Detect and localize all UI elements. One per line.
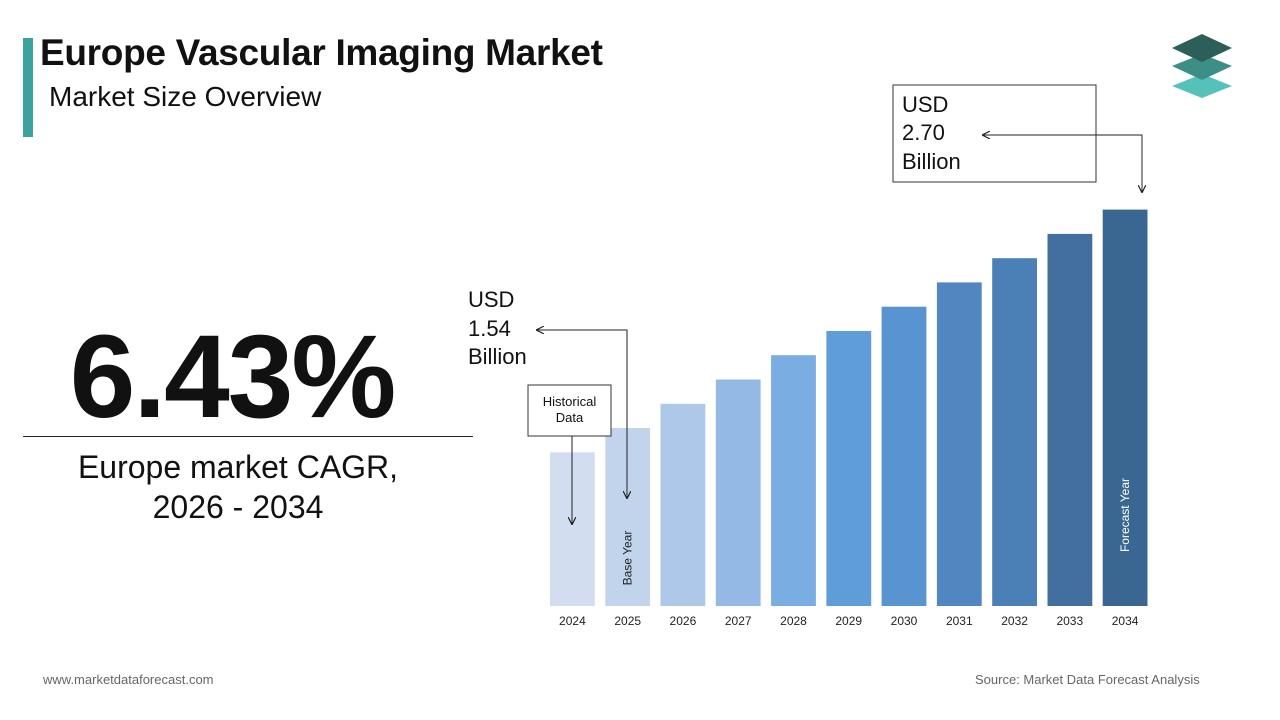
cagr-label-line2: 2026 - 2034 bbox=[152, 489, 324, 525]
x-tick-label-2028: 2028 bbox=[780, 614, 807, 628]
bar-2027 bbox=[715, 379, 761, 606]
cagr-label: Europe market CAGR, 2026 - 2034 bbox=[23, 447, 453, 527]
x-axis-tick-labels: 2024 2025 2026 2027 2028 2029 2030 2031 2032 2033… bbox=[559, 614, 1139, 628]
cagr-value: 6.43% bbox=[69, 311, 397, 443]
bar-2030 bbox=[881, 306, 927, 606]
bar-annotation-2025: Base Year bbox=[621, 531, 635, 586]
bar-2032 bbox=[992, 258, 1037, 606]
bar-2028 bbox=[771, 355, 816, 606]
stacked-layers-logo-icon bbox=[1172, 34, 1232, 98]
x-tick-label-2034: 2034 bbox=[1112, 614, 1139, 628]
end-value-line1: USD bbox=[902, 92, 948, 117]
x-tick-label-2030: 2030 bbox=[891, 614, 918, 628]
end-value-line2: 2.70 bbox=[902, 120, 945, 145]
end-value-line3: Billion bbox=[902, 149, 961, 174]
x-tick-label-2032: 2032 bbox=[1001, 614, 1028, 628]
bar-2026 bbox=[660, 403, 706, 606]
footer-website: www.marketdataforecast.com bbox=[43, 672, 214, 687]
end-value-arrow bbox=[983, 135, 1142, 192]
start-value-line1: USD bbox=[468, 287, 514, 312]
title-accent-bar bbox=[23, 38, 33, 137]
x-tick-label-2027: 2027 bbox=[725, 614, 752, 628]
start-value-line2: 1.54 bbox=[468, 316, 511, 341]
cagr-label-line1: Europe market CAGR, bbox=[77, 449, 399, 485]
start-value-arrow bbox=[537, 330, 627, 498]
cagr-divider bbox=[23, 436, 473, 437]
x-tick-label-2029: 2029 bbox=[835, 614, 862, 628]
bar-2029 bbox=[826, 331, 872, 606]
page-title: Europe Vascular Imaging Market bbox=[40, 32, 603, 73]
bars-group bbox=[550, 209, 1148, 606]
historical-data-line1: Historical bbox=[543, 394, 597, 409]
bar-annotations: Base Year Forecast Year bbox=[621, 478, 1132, 585]
start-value-line3: Billion bbox=[468, 344, 527, 369]
historical-data-line2: Data bbox=[556, 410, 584, 425]
page-subtitle: Market Size Overview bbox=[49, 81, 322, 112]
footer-source: Source: Market Data Forecast Analysis bbox=[975, 672, 1200, 687]
bar-2033 bbox=[1047, 233, 1093, 606]
x-tick-label-2031: 2031 bbox=[946, 614, 973, 628]
x-tick-label-2026: 2026 bbox=[670, 614, 697, 628]
bar-2031 bbox=[936, 282, 982, 606]
bar-annotation-2034: Forecast Year bbox=[1118, 478, 1132, 552]
x-tick-label-2025: 2025 bbox=[614, 614, 641, 628]
x-tick-label-2024: 2024 bbox=[559, 614, 586, 628]
bar-2034 bbox=[1102, 209, 1148, 606]
x-tick-label-2033: 2033 bbox=[1056, 614, 1083, 628]
